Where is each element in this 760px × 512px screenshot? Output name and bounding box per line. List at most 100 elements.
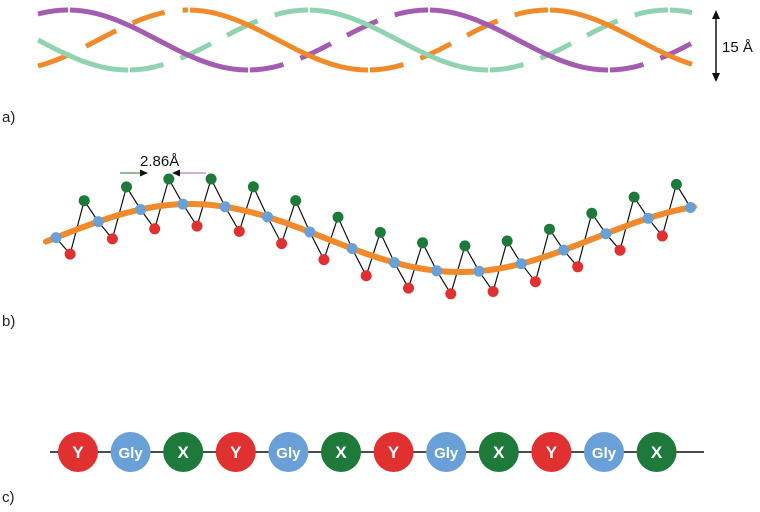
residue-label: X: [493, 443, 505, 462]
y-residue-dot: [572, 261, 584, 273]
residue-circle: [478, 432, 519, 472]
residue-circle: [426, 432, 467, 472]
helix-strand-3: [69, 7, 608, 73]
residue-circle: [268, 432, 309, 472]
residue-circle: [584, 432, 624, 472]
residue-gly: Gly: [584, 432, 624, 472]
x-residue-dot: [501, 235, 513, 247]
x-residue-dot: [290, 195, 302, 207]
gly-residue-dot: [304, 226, 316, 238]
y-residue-dot: [656, 230, 668, 242]
helix-strand-1-back: [129, 7, 668, 73]
y-residue-dot: [191, 220, 203, 232]
gly-residue-dot: [177, 198, 189, 210]
x-residue-dot: [417, 237, 429, 249]
triple-helix: [36, 7, 694, 73]
gly-residue-dot: [600, 228, 612, 240]
residue-circle: [321, 432, 361, 472]
panel-label-c: c): [2, 489, 15, 506]
y-residue-dot: [487, 286, 499, 297]
diameter-label: 15 Å: [722, 39, 753, 56]
y-residue-dot: [318, 254, 330, 266]
gly-residue-dot: [135, 204, 147, 215]
diameter-dimension: 15 Å: [712, 10, 753, 82]
residue-y: Y: [531, 432, 572, 472]
diameter-arrow-bottom: [712, 73, 720, 82]
residue-label: X: [178, 443, 190, 462]
gly-residue-dot: [219, 201, 231, 213]
helix-strand-3-back: [37, 7, 694, 73]
residue-x: X: [636, 432, 677, 472]
gly-residue-dot: [431, 265, 443, 277]
x-residue-dot: [205, 173, 217, 185]
gly-residue-dot: [50, 232, 62, 244]
residue-label: Gly: [434, 445, 459, 462]
x-residue-dot: [247, 181, 259, 193]
residue-label: Y: [72, 443, 84, 462]
y-residue-dot: [149, 223, 161, 235]
x-residue-dot: [78, 195, 90, 207]
gly-residue-dot: [388, 257, 400, 269]
panel-label-a: a): [2, 109, 15, 126]
residue-label: Gly: [276, 445, 301, 462]
residue-y: Y: [373, 432, 414, 472]
residue-circle: [58, 432, 98, 472]
rise-arrow-right: [172, 169, 180, 177]
helix-strand-1: [36, 7, 693, 73]
x-residue-dot: [459, 240, 471, 252]
x-residue-dot: [163, 173, 175, 185]
y-residue-dot: [614, 244, 626, 256]
residue-circle: [373, 432, 414, 472]
residue-label: Y: [546, 443, 558, 462]
y-residue-dot: [64, 248, 76, 260]
x-residue-dot: [670, 178, 682, 190]
residue-x: X: [321, 432, 361, 472]
residue-label: X: [335, 443, 347, 462]
sequence: Y Gly X Y Gly X Y Gly X Y Gly X: [58, 432, 677, 472]
panel-label-b: b): [2, 313, 15, 330]
rise-dimension: 2.86Å: [120, 153, 206, 177]
x-residue-dot: [374, 226, 386, 238]
residue-y: Y: [58, 432, 98, 472]
residue-label: Gly: [592, 445, 617, 462]
residue-circle: [531, 432, 572, 472]
residue-x: X: [478, 432, 519, 472]
rise-arrow-left: [140, 169, 148, 177]
residue-circle: [636, 432, 677, 472]
gly-residue-dot: [515, 258, 527, 270]
helix-strand-2: [189, 7, 693, 73]
gly-residue-dot: [473, 265, 485, 277]
residue-label: Y: [388, 443, 400, 462]
x-residue-dot: [586, 207, 598, 219]
residue-gly: Gly: [268, 432, 309, 472]
helix-strand-2-back: [37, 7, 548, 73]
gly-residue-dot: [558, 244, 570, 256]
residue-label: Gly: [119, 445, 144, 462]
residue-label: Y: [230, 443, 242, 462]
diameter-arrow-top: [712, 10, 720, 19]
y-residue-dot: [233, 225, 245, 237]
rise-label: 2.86Å: [140, 153, 179, 170]
residue-label: X: [651, 443, 663, 462]
gly-residue-dot: [262, 211, 273, 223]
y-residue-dot: [360, 270, 372, 282]
chain-backbone: [43, 201, 697, 275]
residue-circle: [163, 432, 204, 472]
residue-x: X: [163, 432, 204, 472]
x-residue-dot: [332, 211, 344, 223]
gly-residue-dot: [92, 216, 104, 228]
gly-residue-dot: [685, 202, 696, 213]
residue-circle: [215, 432, 256, 472]
single-chain: [43, 173, 697, 300]
x-residue-dot: [121, 181, 132, 193]
residue-circle: [110, 432, 151, 472]
gly-residue-dot: [642, 212, 654, 224]
y-residue-dot: [276, 238, 288, 250]
gly-residue-dot: [346, 243, 358, 254]
residue-gly: Gly: [110, 432, 151, 472]
y-residue-dot: [445, 288, 457, 300]
residue-y: Y: [215, 432, 256, 472]
y-residue-dot: [529, 276, 541, 288]
x-residue-dot: [544, 223, 555, 235]
